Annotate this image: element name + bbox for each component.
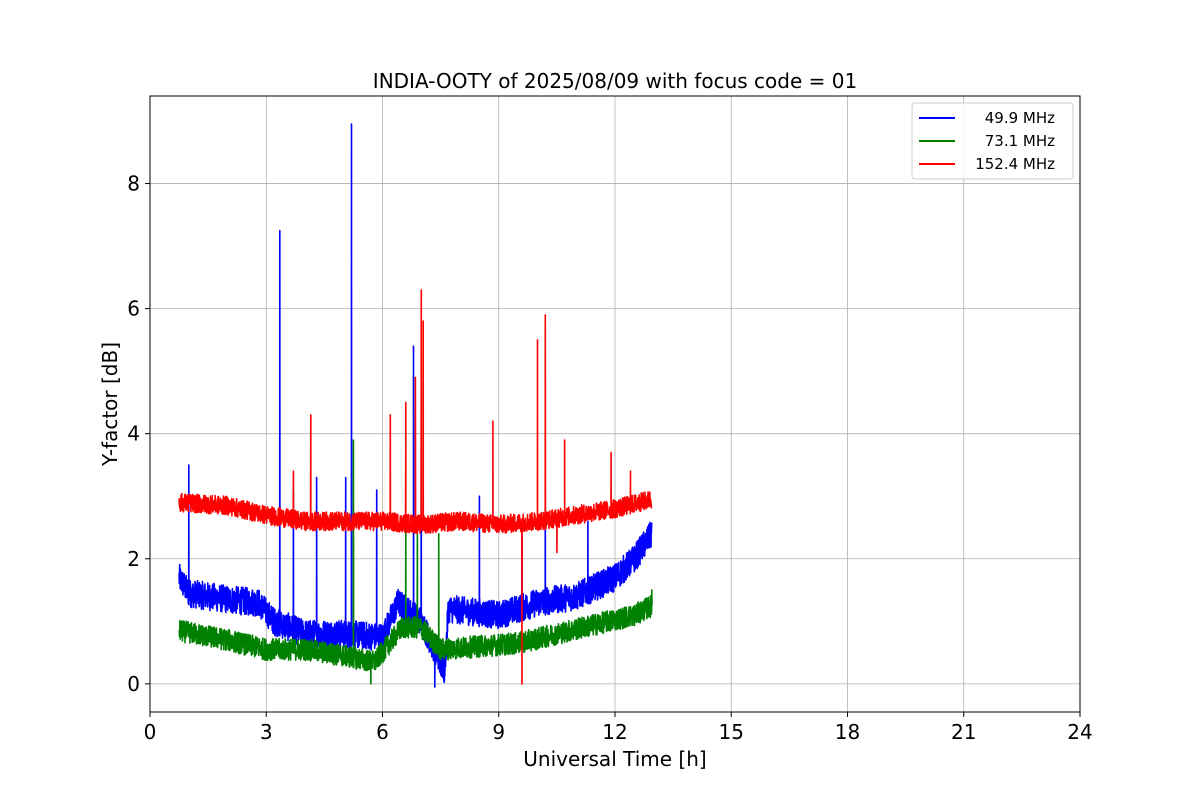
y-tick-label: 8 bbox=[127, 172, 140, 196]
x-tick-label: 9 bbox=[492, 720, 505, 744]
x-tick-label: 18 bbox=[835, 720, 860, 744]
series-line-1 bbox=[178, 439, 653, 685]
legend-label-1: 73.1 MHz bbox=[985, 132, 1055, 150]
x-tick-label: 0 bbox=[144, 720, 157, 744]
y-axis: 0 2 4 6 8 bbox=[127, 172, 150, 696]
x-tick-label: 21 bbox=[951, 720, 976, 744]
legend-label-2: 152.4 MHz bbox=[975, 155, 1055, 173]
x-axis-label: Universal Time [h] bbox=[523, 747, 706, 771]
y-tick-label: 6 bbox=[127, 297, 140, 321]
chart-title: INDIA-OOTY of 2025/08/09 with focus code… bbox=[373, 69, 857, 93]
y-axis-label: Y-factor [dB] bbox=[98, 342, 122, 467]
series-line-2 bbox=[178, 289, 653, 685]
y-tick-label: 4 bbox=[127, 422, 140, 446]
legend-box bbox=[911, 102, 1074, 180]
series-layer bbox=[178, 123, 653, 688]
legend-label-0: 49.9 MHz bbox=[985, 109, 1055, 127]
x-tick-label: 15 bbox=[719, 720, 744, 744]
x-tick-label: 6 bbox=[376, 720, 389, 744]
x-tick-label: 12 bbox=[602, 720, 627, 744]
x-tick-label: 3 bbox=[260, 720, 273, 744]
y-tick-label: 2 bbox=[127, 547, 140, 571]
legend: 49.9 MHz 73.1 MHz 152.4 MHz bbox=[911, 102, 1074, 180]
x-axis: 0 3 6 9 12 15 18 21 24 bbox=[144, 712, 1093, 744]
x-tick-label: 24 bbox=[1067, 720, 1092, 744]
series-line-0 bbox=[178, 123, 653, 688]
y-tick-label: 0 bbox=[127, 672, 140, 696]
